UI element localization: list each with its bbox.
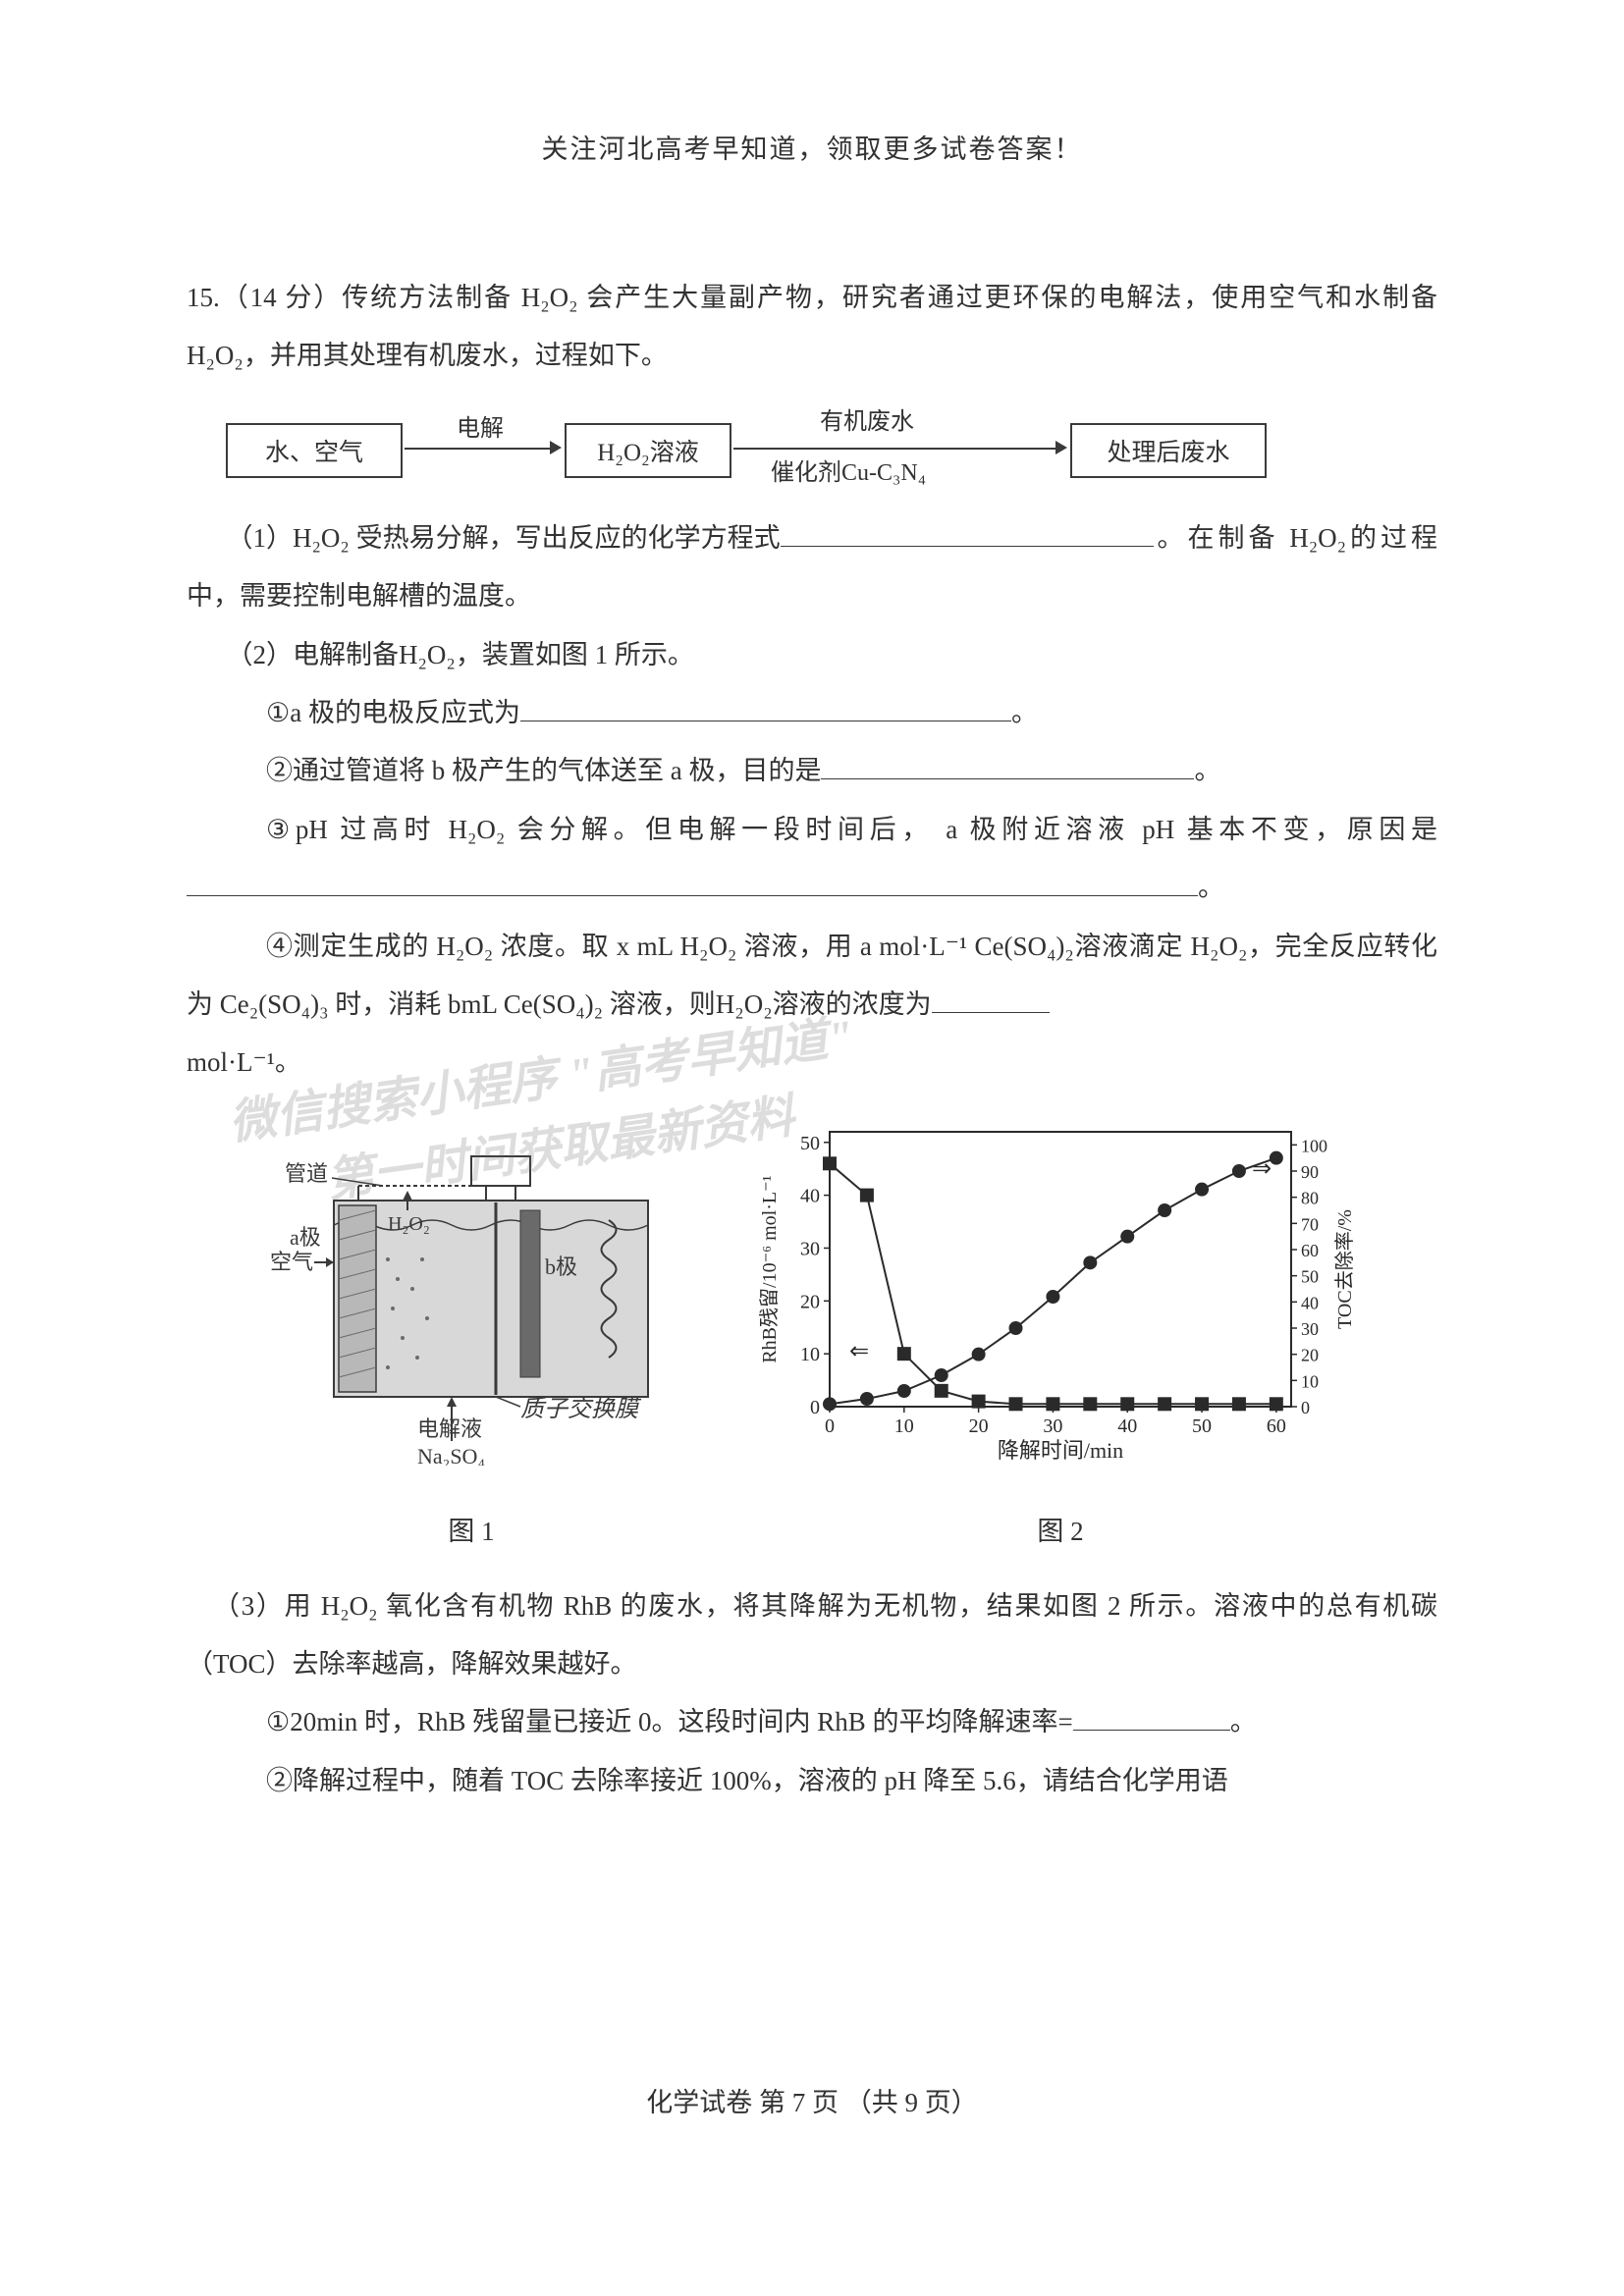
svg-text:20: 20 xyxy=(969,1415,989,1437)
part2-4-text: ④测定生成的 H₂O₂ 浓度。取 x mL H₂O₂ 溶液，用 a mol·L⁻… xyxy=(187,932,1437,1019)
svg-text:80: 80 xyxy=(1301,1188,1319,1207)
part2-2-text: ②通过管道将 b 极产生的气体送至 a 极，目的是 xyxy=(266,756,821,785)
q15-part2-4: ④测定生成的 H₂O₂ 浓度。取 x mL H₂O₂ 溶液，用 a mol·L⁻… xyxy=(187,918,1437,1035)
svg-text:10: 10 xyxy=(1301,1371,1319,1391)
flow-box-3: 处理后废水 xyxy=(1070,423,1267,478)
part2-3-text: ③pH 过高时 H₂O₂ 会分解。但电解一段时间后， a 极附近溶液 pH 基本… xyxy=(266,815,1437,844)
svg-text:0: 0 xyxy=(1301,1398,1310,1417)
fig1-bpole-label: b极 xyxy=(545,1255,577,1279)
svg-text:10: 10 xyxy=(894,1415,914,1437)
blank-6 xyxy=(1073,1704,1230,1731)
svg-text:50: 50 xyxy=(800,1132,820,1153)
fig1-electrolyte-arrow-label: 电解液 xyxy=(417,1416,482,1441)
q15-part2-intro: （2）电解制备H₂O₂，装置如图 1 所示。 xyxy=(187,626,1437,684)
blank-2 xyxy=(520,695,1011,721)
fig2-caption: 图 2 xyxy=(756,1510,1365,1548)
svg-text:⇐: ⇐ xyxy=(849,1339,869,1364)
flow-arrow1-label: 电解 xyxy=(457,408,504,443)
flow-arrowhead-1 xyxy=(550,441,562,454)
svg-text:30: 30 xyxy=(1301,1319,1319,1339)
figures-row: 管道 空气 a极 H₂O₂ b极 质子交换膜 xyxy=(216,1112,1437,1470)
q15-intro: 15.（14 分）传统方法制备 H₂O₂ 会产生大量副产物，研究者通过更环保的电… xyxy=(187,269,1437,386)
fig1-pipe-label: 管道 xyxy=(285,1161,328,1186)
flow-arrow2-top: 有机废水 xyxy=(820,401,914,436)
q15-part2-2: ②通过管道将 b 极产生的气体送至 a 极，目的是。 xyxy=(187,742,1437,800)
svg-text:0: 0 xyxy=(825,1415,835,1437)
svg-text:40: 40 xyxy=(1301,1293,1319,1312)
svg-text:降解时间/min: 降解时间/min xyxy=(998,1438,1123,1463)
part1-text: （1）H₂O₂ 受热易分解，写出反应的化学方程式 xyxy=(187,509,781,567)
q15-part3-intro: （3）用 H₂O₂ 氧化含有机物 RhB 的废水，将其降解为无机物，结果如图 2… xyxy=(187,1577,1437,1694)
flow-arrowhead-2 xyxy=(1056,441,1067,454)
part3-intro-text: （3）用 H₂O₂ 氧化含有机物 RhB 的废水，将其降解为无机物，结果如图 2… xyxy=(187,1577,1437,1694)
flow-arrow-1 xyxy=(405,448,552,450)
svg-text:90: 90 xyxy=(1301,1162,1319,1182)
flow-arrow2-bottom: 催化剂Cu-C₃N₄ xyxy=(771,453,926,487)
captions-row: 图 1 图 2 xyxy=(216,1480,1437,1548)
flow-box-2: H₂O₂溶液 xyxy=(565,423,731,478)
svg-text:20: 20 xyxy=(1301,1345,1319,1364)
flow-diagram: 水、空气 电解 H₂O₂溶液 有机废水 催化剂Cu-C₃N₄ 处理后废水 xyxy=(226,403,1437,492)
flow-box-1: 水、空气 xyxy=(226,423,403,478)
svg-text:60: 60 xyxy=(1301,1241,1319,1260)
q15-part3-1: ①20min 时，RhB 残留量已接近 0。这段时间内 RhB 的平均降解速率=… xyxy=(187,1693,1437,1751)
fig1-electrolyte-label: Na₂SO₄ xyxy=(417,1444,485,1466)
part3-1-text: ①20min 时，RhB 残留量已接近 0。这段时间内 RhB 的平均降解速率= xyxy=(266,1707,1073,1736)
fig1-air-label: 空气 xyxy=(270,1250,313,1274)
svg-text:50: 50 xyxy=(1192,1415,1212,1437)
blank-1 xyxy=(781,520,1154,547)
fig1-caption: 图 1 xyxy=(216,1510,727,1548)
svg-text:30: 30 xyxy=(1043,1415,1062,1437)
figure-2-svg: 0 10 20 30 40 50 60 0 10 20 30 40 50 0 10 20 30 40 50 60 70 8… xyxy=(756,1112,1365,1466)
blank-5 xyxy=(932,987,1050,1013)
svg-text:60: 60 xyxy=(1267,1415,1286,1437)
page-header: 关注河北高考早知道，领取更多试卷答案！ xyxy=(187,128,1437,166)
part2-1-text: ①a 极的电极反应式为 xyxy=(266,698,520,727)
fig1-h2o2-label: H₂O₂ xyxy=(388,1213,430,1235)
svg-text:20: 20 xyxy=(800,1291,820,1312)
figure-2: 0 10 20 30 40 50 60 0 10 20 30 40 50 0 10 20 30 40 50 60 70 8… xyxy=(756,1112,1365,1470)
blank-3 xyxy=(821,753,1194,779)
figure-1: 管道 空气 a极 H₂O₂ b极 质子交换膜 xyxy=(216,1112,727,1470)
q15-part2-4-unit: mol·L⁻¹。 xyxy=(187,1034,1437,1092)
page-footer: 化学试卷 第 7 页 （共 9 页） xyxy=(0,2081,1624,2119)
fig1-apole-label: a极 xyxy=(290,1225,321,1250)
svg-text:10: 10 xyxy=(800,1344,820,1365)
blank-4 xyxy=(187,870,1198,896)
svg-text:TOC去除率/%: TOC去除率/% xyxy=(1333,1209,1356,1329)
svg-text:100: 100 xyxy=(1301,1136,1327,1155)
q15-part2-3: ③pH 过高时 H₂O₂ 会分解。但电解一段时间后， a 极附近溶液 pH 基本… xyxy=(187,801,1437,918)
svg-text:70: 70 xyxy=(1301,1214,1319,1234)
flow-arrow-2 xyxy=(733,448,1057,450)
q15-part1: （1）H₂O₂ 受热易分解，写出反应的化学方程式。在制备 H₂O₂的过程中，需要… xyxy=(187,509,1437,626)
svg-text:50: 50 xyxy=(1301,1266,1319,1286)
svg-text:0: 0 xyxy=(810,1397,820,1418)
svg-text:RhB残留/10⁻⁶ mol·L⁻¹: RhB残留/10⁻⁶ mol·L⁻¹ xyxy=(758,1175,781,1362)
svg-text:40: 40 xyxy=(800,1185,820,1206)
figure-1-svg: 管道 空气 a极 H₂O₂ b极 质子交换膜 xyxy=(216,1112,727,1466)
svg-text:40: 40 xyxy=(1117,1415,1137,1437)
q15-part2-1: ①a 极的电极反应式为。 xyxy=(187,684,1437,742)
fig1-membrane-label: 质子交换膜 xyxy=(520,1396,642,1422)
svg-text:30: 30 xyxy=(800,1238,820,1259)
q15-part3-2: ②降解过程中，随着 TOC 去除率接近 100%，溶液的 pH 降至 5.6，请… xyxy=(187,1752,1437,1810)
